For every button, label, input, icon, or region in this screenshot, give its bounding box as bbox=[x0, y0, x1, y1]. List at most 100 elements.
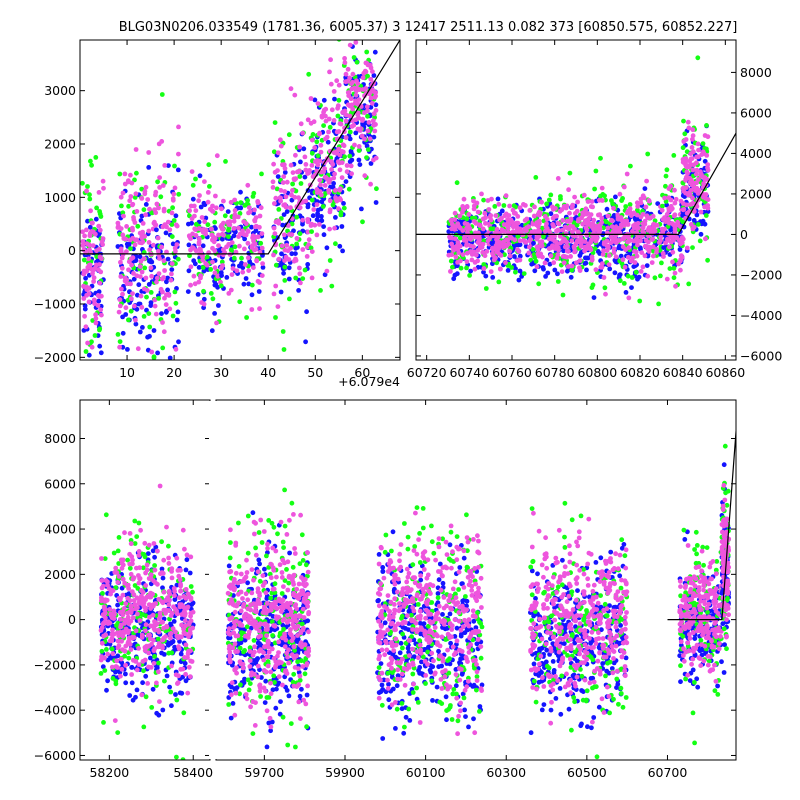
pink-point bbox=[164, 524, 169, 530]
blue-point bbox=[607, 266, 613, 272]
green-point bbox=[309, 229, 314, 235]
full-seg-b-points bbox=[225, 443, 732, 760]
pink-point bbox=[640, 264, 646, 270]
green-point bbox=[245, 677, 251, 683]
green-point bbox=[251, 638, 257, 643]
blue-point bbox=[160, 707, 166, 713]
pink-point bbox=[575, 199, 580, 205]
pink-point bbox=[678, 267, 683, 273]
pink-point bbox=[370, 118, 376, 124]
pink-point bbox=[123, 305, 129, 311]
blue-point bbox=[140, 325, 145, 330]
green-point bbox=[244, 624, 250, 630]
pink-point bbox=[562, 244, 568, 250]
pink-point bbox=[286, 257, 292, 262]
pink-point bbox=[135, 611, 140, 617]
pink-point bbox=[633, 221, 638, 227]
pink-point bbox=[146, 542, 152, 548]
pink-point bbox=[680, 185, 686, 191]
pink-point bbox=[80, 239, 86, 244]
blue-point bbox=[545, 270, 551, 276]
pink-point bbox=[638, 200, 644, 206]
blue-point bbox=[286, 265, 292, 271]
green-point bbox=[190, 589, 195, 595]
pink-point bbox=[329, 107, 335, 113]
pink-point bbox=[169, 261, 175, 266]
pink-point bbox=[568, 254, 573, 259]
blue-point bbox=[245, 580, 251, 586]
blue-point bbox=[310, 213, 316, 219]
green-point bbox=[125, 317, 131, 323]
pink-point bbox=[115, 638, 121, 644]
blue-point bbox=[321, 97, 327, 103]
pink-point bbox=[345, 78, 350, 84]
pink-point bbox=[99, 598, 104, 604]
blue-point bbox=[321, 224, 326, 230]
pink-point bbox=[334, 78, 340, 84]
pink-point bbox=[666, 237, 671, 243]
green-point bbox=[695, 222, 701, 227]
blue-point bbox=[348, 148, 354, 154]
blue-point bbox=[172, 597, 178, 602]
pink-point bbox=[139, 304, 145, 310]
green-point bbox=[111, 550, 117, 556]
pink-point bbox=[82, 233, 87, 239]
blue-point bbox=[513, 266, 518, 272]
pink-point bbox=[81, 271, 87, 277]
pink-point bbox=[108, 591, 113, 597]
green-point bbox=[140, 565, 146, 571]
pink-point bbox=[224, 244, 229, 250]
pink-point bbox=[288, 627, 293, 632]
pink-point bbox=[459, 210, 465, 215]
pink-point bbox=[173, 248, 178, 254]
green-point bbox=[496, 279, 502, 285]
pink-point bbox=[134, 565, 139, 571]
pink-point bbox=[251, 265, 256, 270]
blue-point bbox=[305, 618, 311, 624]
zoom-left-ytick-label: −1000 bbox=[34, 297, 76, 312]
pink-point bbox=[118, 673, 123, 679]
green-point bbox=[321, 123, 326, 128]
blue-point bbox=[343, 179, 349, 185]
pink-point bbox=[128, 618, 134, 624]
zoom-left-xtick-label: 50 bbox=[307, 365, 323, 380]
pink-point bbox=[229, 680, 235, 686]
pink-point bbox=[638, 269, 644, 274]
pink-point bbox=[125, 614, 131, 620]
pink-point bbox=[460, 252, 466, 257]
blue-point bbox=[177, 639, 182, 644]
green-point bbox=[515, 234, 521, 239]
blue-point bbox=[133, 694, 138, 700]
pink-point bbox=[157, 597, 162, 602]
pink-point bbox=[146, 228, 152, 234]
blue-point bbox=[169, 267, 175, 272]
green-point bbox=[228, 540, 233, 545]
blue-point bbox=[242, 236, 248, 242]
pink-point bbox=[133, 317, 138, 323]
blue-point bbox=[347, 159, 353, 165]
blue-point bbox=[260, 265, 266, 270]
pink-point bbox=[371, 111, 377, 117]
green-point bbox=[272, 120, 278, 125]
green-point bbox=[365, 147, 371, 153]
pink-point bbox=[283, 204, 289, 210]
pink-point bbox=[332, 188, 338, 193]
pink-point bbox=[259, 273, 265, 278]
pink-point bbox=[368, 65, 374, 71]
green-point bbox=[280, 714, 286, 720]
blue-point bbox=[186, 268, 192, 274]
pink-point bbox=[91, 275, 97, 281]
pink-point bbox=[686, 190, 692, 196]
pink-point bbox=[578, 244, 584, 249]
green-point bbox=[308, 245, 314, 251]
blue-point bbox=[175, 309, 181, 315]
pink-point bbox=[475, 209, 481, 215]
green-point bbox=[193, 221, 199, 227]
pink-point bbox=[507, 253, 513, 259]
green-point bbox=[454, 180, 460, 186]
green-point bbox=[282, 487, 287, 493]
blue-point bbox=[243, 276, 249, 281]
pink-point bbox=[511, 210, 517, 216]
green-point bbox=[172, 289, 178, 295]
green-point bbox=[617, 278, 623, 284]
